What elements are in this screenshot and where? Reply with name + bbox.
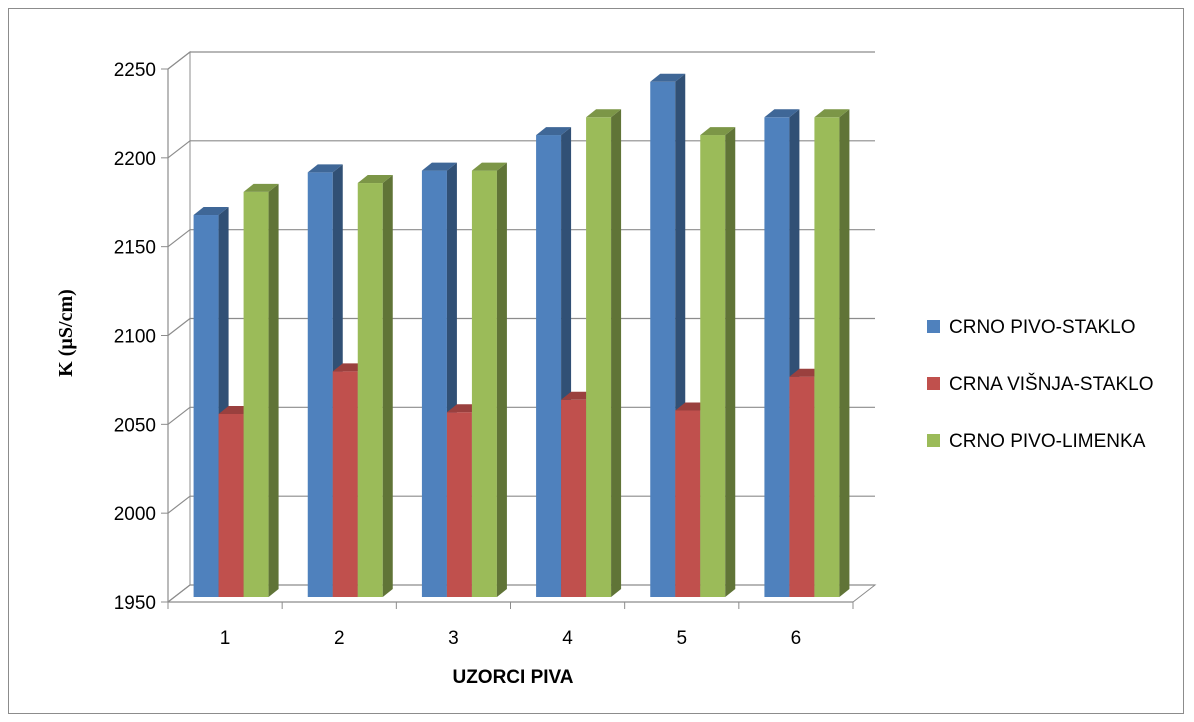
- bar-front: [471, 170, 497, 597]
- bar-front: [700, 135, 726, 598]
- y-tick-labels: 1950 2000 2050 2100 2150 2200 2250: [114, 60, 156, 614]
- bar-front: [764, 117, 790, 598]
- y-tick-label: 2100: [114, 327, 156, 348]
- bar: [586, 109, 622, 598]
- bars: [193, 73, 850, 598]
- x-tick-label: 3: [448, 628, 459, 649]
- gridline: [167, 317, 875, 336]
- gridline: [167, 140, 875, 159]
- gridline: [167, 51, 875, 70]
- bar-front: [421, 170, 447, 597]
- bar: [471, 162, 507, 597]
- gridline: [167, 406, 875, 425]
- bar: [814, 109, 850, 598]
- bar-front: [446, 412, 472, 597]
- bar-front: [307, 172, 333, 598]
- bar-front: [243, 191, 269, 598]
- gridline: [167, 584, 875, 603]
- axes: [161, 68, 854, 609]
- bar-top: [700, 127, 736, 136]
- bar-front: [357, 183, 383, 597]
- bar-side: [382, 175, 393, 597]
- bar-top: [586, 109, 622, 118]
- bar-top: [193, 207, 229, 216]
- x-tick-label: 5: [676, 628, 687, 649]
- legend-swatch: [927, 434, 940, 447]
- x-tick-label: 6: [791, 628, 802, 649]
- legend-swatch: [927, 320, 940, 333]
- legend-label: CRNO PIVO-LIMENKA: [949, 431, 1146, 452]
- bar-top: [536, 127, 572, 136]
- y-tick-label: 1950: [114, 593, 156, 614]
- bar-front: [789, 376, 815, 597]
- x-axis-title: UZORCI PIVA: [452, 667, 573, 688]
- bar-front: [536, 135, 562, 598]
- legend-label: CRNA VIŠNJA-STAKLO: [949, 373, 1153, 395]
- y-axis-title: K (µS/cm): [55, 289, 77, 377]
- bar-side: [611, 109, 622, 598]
- gridline: [167, 495, 875, 514]
- legend-swatch: [927, 377, 940, 390]
- bar-front: [332, 371, 358, 597]
- bar-side: [268, 183, 279, 598]
- bar-top: [243, 183, 279, 192]
- y-tick-label: 2150: [114, 238, 156, 259]
- bar-front: [193, 215, 219, 597]
- bar: [307, 164, 343, 598]
- x-tick-labels: 1 2 3 4 5 6: [220, 628, 801, 649]
- bar-side: [496, 162, 507, 597]
- legend: CRNO PIVO-STAKLO CRNA VIŠNJA-STAKLO CRNO P…: [927, 317, 1153, 452]
- bar-front: [675, 410, 701, 597]
- bar-side: [839, 109, 850, 598]
- bar: [700, 127, 736, 598]
- y-tick-label: 2000: [114, 504, 156, 525]
- bar: [357, 175, 393, 597]
- bar: [243, 183, 279, 598]
- bar-front: [586, 117, 612, 598]
- bar-top: [814, 109, 850, 118]
- y-tick-label: 2050: [114, 415, 156, 436]
- gridline: [167, 229, 875, 248]
- bar-top: [357, 175, 393, 184]
- x-tick-label: 4: [562, 628, 573, 649]
- bar-front: [814, 117, 840, 598]
- y-tick-label: 2250: [114, 60, 156, 81]
- legend-label: CRNO PIVO-STAKLO: [949, 317, 1136, 338]
- bar-front: [650, 81, 676, 598]
- bar-top: [307, 164, 343, 173]
- gridlines: [167, 51, 875, 603]
- x-tick-label: 2: [334, 628, 345, 649]
- y-tick-label: 2200: [114, 149, 156, 170]
- bar-front: [218, 414, 244, 597]
- bar-top: [764, 109, 800, 118]
- bar-front: [561, 399, 587, 597]
- bar-top: [471, 162, 507, 171]
- bar-top: [421, 162, 457, 171]
- bar-top: [650, 73, 686, 82]
- x-tick-label: 1: [220, 628, 231, 649]
- bar-side: [725, 127, 736, 598]
